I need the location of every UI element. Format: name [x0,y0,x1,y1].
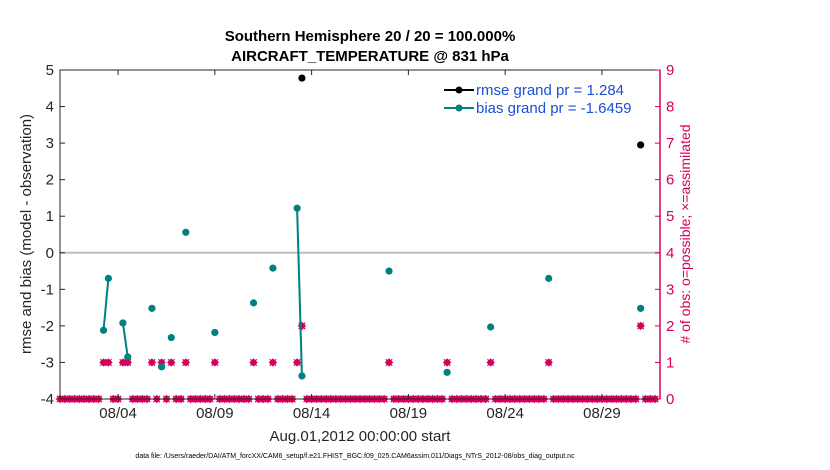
series-group [99,74,645,380]
y-ticks: -4 -3 -2 -1 0 1 2 3 4 5 [41,62,65,408]
bias-line [121,322,129,358]
bias-point [249,299,258,307]
y2-tick-label: 1 [666,354,674,371]
bias-point [158,363,166,371]
y-tick-label: 3 [46,135,54,152]
y-tick-label: 2 [46,172,54,189]
obs-assimilated-marker [443,358,451,367]
y2-tick-label: 0 [666,391,674,408]
footer-data-file: data file: /Users/raeder/DAI/ATM_forcXX/… [135,453,575,460]
y2-tick-label: 9 [666,62,674,79]
legend-bias-label: bias grand pr = -1.6459 [476,100,632,117]
legend-rmse-marker [455,86,463,94]
obs-assimilated-marker [124,358,132,367]
bias-point [637,304,645,312]
obs-assimilated-marker [249,358,258,367]
bias-line [102,278,110,331]
x-tick-label: 08/09 [196,405,234,422]
y2-tick-label: 7 [666,135,674,152]
x-tick-label: 08/14 [293,405,331,422]
bias-point [298,372,306,380]
bias-point [269,264,277,272]
obs-assimilated-marker [545,358,553,367]
obs-assimilated-marker [148,358,156,367]
bias-point [148,304,156,312]
y2-tick-label: 2 [666,318,674,335]
bias-point [385,267,393,275]
bias-point [119,319,127,327]
y-tick-label: 4 [46,99,54,116]
bias-point [293,204,301,212]
y-tick-label: 1 [46,208,54,225]
legend-rmse-label: rmse grand pr = 1.284 [476,82,624,99]
y2-tick-label: 3 [666,281,674,298]
y2-tick-label: 6 [666,172,674,189]
y2-axis-label: # of obs: o=possible; ×=assimilated [677,124,693,343]
obs-assimilated-marker [269,358,277,367]
legend-bias-marker [455,104,463,112]
y-tick-label: -2 [41,318,54,335]
y2-tick-label: 4 [666,245,674,262]
y-tick-label: -1 [41,281,54,298]
chart-title: Southern Hemisphere 20 / 20 = 100.000% [225,28,516,45]
obs-assimilated-marker [182,358,190,367]
x-tick-label: 08/19 [390,405,428,422]
obs-assimilated-marker [487,358,495,367]
bias-point [545,274,553,282]
bias-point [167,333,175,342]
rmse-point [298,74,306,82]
y-tick-label: 5 [46,62,54,79]
bias-point [104,274,112,282]
x-tick-label: 08/04 [99,405,137,422]
bias-point [487,323,495,331]
x-tick-label: 08/24 [486,405,524,422]
obs-assimilated-marker [104,358,113,367]
obs-assimilated-marker [167,358,175,367]
chart-subtitle: AIRCRAFT_TEMPERATURE @ 831 hPa [231,48,509,65]
bias-point [443,368,451,376]
y-tick-label: -4 [41,391,54,408]
x-axis-label: Aug.01,2012 00:00:00 start [270,428,452,445]
obs-assimilated-marker [293,358,301,367]
bias-point [124,353,132,361]
y2-tick-label: 5 [666,208,674,225]
bias-point [99,326,108,334]
plot-area [60,70,660,399]
legend: rmse grand pr = 1.284 bias grand pr = -1… [444,82,632,117]
rmse-point [637,141,645,149]
y-axis-label: rmse and bias (model - observation) [18,114,35,354]
y-tick-label: 0 [46,245,54,262]
obs-assimilated-marker [211,358,219,367]
bias-point [211,328,219,337]
y2-ticks: 0 1 2 3 4 5 6 7 8 9 [655,62,674,408]
x-ticks: 08/04 08/09 08/14 08/19 08/24 08/29 [99,70,621,422]
bias-point [182,228,190,236]
y-tick-label: -3 [41,354,54,371]
obs-assimilated-marker [637,322,645,330]
bias-line [296,208,303,376]
obs-assimilated-marker [385,358,393,367]
y2-tick-label: 8 [666,99,674,116]
x-tick-label: 08/29 [583,405,621,422]
